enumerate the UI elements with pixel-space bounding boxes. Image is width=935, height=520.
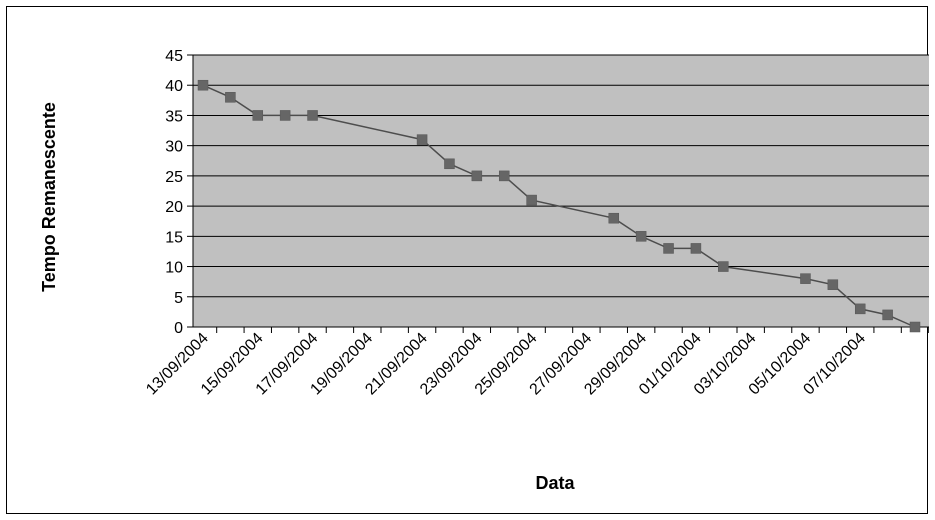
data-point bbox=[444, 158, 455, 170]
burndown-chart: 0 5 10 15 20 25 30 35 40 45 13/09/200415/09/20041… bbox=[39, 48, 929, 493]
y-tick-label: 5 bbox=[174, 290, 183, 307]
data-point bbox=[307, 110, 318, 121]
axes bbox=[192, 55, 929, 328]
x-axis-ticks: 13/09/200415/09/200417/09/200419/09/2004… bbox=[143, 327, 929, 398]
data-markers bbox=[197, 79, 921, 333]
data-point bbox=[635, 231, 647, 242]
x-axis-title: Data bbox=[535, 473, 575, 493]
data-point bbox=[498, 170, 510, 182]
data-point bbox=[663, 243, 674, 254]
data-point bbox=[252, 110, 264, 121]
data-point bbox=[854, 303, 866, 315]
data-point bbox=[690, 243, 702, 254]
data-point bbox=[526, 194, 537, 206]
data-point bbox=[827, 279, 839, 290]
y-tick-label: 30 bbox=[165, 139, 183, 156]
y-axis-ticks: 0 5 10 15 20 25 30 35 40 45 bbox=[165, 48, 193, 337]
y-tick-label: 45 bbox=[165, 48, 183, 65]
data-point bbox=[225, 92, 236, 103]
data-point bbox=[416, 134, 428, 145]
y-tick-label: 25 bbox=[165, 169, 183, 186]
data-point bbox=[197, 79, 209, 91]
data-point bbox=[718, 261, 729, 272]
plot-area bbox=[193, 55, 929, 327]
y-axis-title: Tempo Remanescente bbox=[39, 102, 59, 292]
data-point bbox=[279, 110, 291, 121]
data-point bbox=[608, 212, 620, 224]
data-point bbox=[471, 170, 483, 182]
chart-frame: 0 5 10 15 20 25 30 35 40 45 13/09/2004 15/09/2004 1… bbox=[6, 6, 929, 514]
data-point bbox=[882, 309, 893, 321]
data-point bbox=[800, 273, 811, 284]
data-point bbox=[909, 321, 921, 333]
y-tick-label: 10 bbox=[165, 260, 183, 277]
y-tick-label: 35 bbox=[165, 108, 183, 125]
y-tick-label: 15 bbox=[165, 229, 183, 246]
y-tick-label: 20 bbox=[165, 199, 183, 216]
y-tick-label: 0 bbox=[174, 320, 183, 337]
y-tick-label: 40 bbox=[165, 78, 183, 95]
